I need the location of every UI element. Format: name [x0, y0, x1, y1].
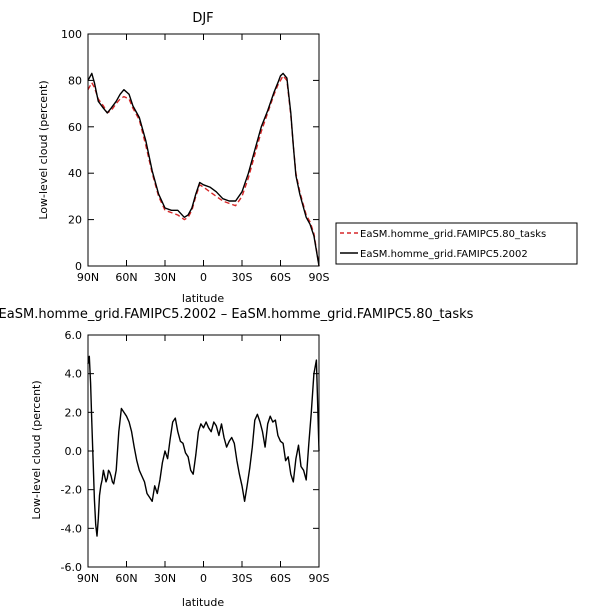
top-ytick-label: 80 — [68, 74, 82, 87]
bottom-xtick-label: 60S — [270, 572, 291, 585]
top-series-line-0 — [87, 75, 320, 267]
bottom-series-line-0 — [87, 355, 320, 537]
top-ytick-label: 20 — [68, 214, 82, 227]
top-xtick-label: 90S — [309, 271, 330, 284]
plot-frame-top — [87, 33, 320, 267]
top-series-line-1 — [87, 72, 320, 267]
top-xtick-label: 60S — [270, 271, 291, 284]
bottom-ytick-label: 2.0 — [65, 406, 83, 419]
top-xtick-label: 30N — [154, 271, 176, 284]
panel-difference: EaSM.homme_grid.FAMIPC5.2002 – EaSM.homm… — [0, 307, 474, 609]
legend: EaSM.homme_grid.FAMIPC5.80_tasks EaSM.ho… — [335, 222, 578, 265]
bottom-ytick-label: 0.0 — [65, 445, 83, 458]
top-xtick-label: 60N — [115, 271, 137, 284]
bottom-xtick-label: 0 — [200, 572, 207, 585]
bottom-ytick-label: -2.0 — [61, 484, 82, 497]
title-djf: DJF — [192, 11, 213, 26]
bottom-xtick-label: 30N — [154, 572, 176, 585]
top-xtick-label: 0 — [200, 271, 207, 284]
ylabel-top: Low-level cloud (percent) — [37, 80, 50, 219]
ylabel-bottom: Low-level cloud (percent) — [30, 380, 43, 519]
legend-box — [335, 222, 578, 265]
bottom-xtick-label: 90S — [309, 572, 330, 585]
bottom-ytick-label: -4.0 — [61, 522, 82, 535]
top-ytick-label: 40 — [68, 167, 82, 180]
xlabel-bottom: latitude — [182, 596, 224, 609]
bottom-xtick-label: 30S — [232, 572, 253, 585]
bottom-ytick-label: 4.0 — [65, 368, 83, 381]
bottom-xtick-label: 90N — [77, 572, 99, 585]
xlabel-top: latitude — [182, 292, 224, 305]
panel-djf: DJF latitude Low-level cloud (percent) 9… — [37, 11, 330, 305]
legend-label-2002: EaSM.homme_grid.FAMIPC5.2002 — [360, 249, 528, 260]
legend-label-80-tasks: EaSM.homme_grid.FAMIPC5.80_tasks — [360, 229, 546, 240]
top-xtick-label: 90N — [77, 271, 99, 284]
top-ytick-label: 100 — [61, 28, 82, 41]
top-xtick-label: 30S — [232, 271, 253, 284]
plot-frame-bottom — [87, 334, 320, 568]
top-ytick-label: 60 — [68, 121, 82, 134]
bottom-xtick-label: 60N — [115, 572, 137, 585]
bottom-ytick-label: 6.0 — [65, 329, 83, 342]
top-ytick-label: 0 — [75, 260, 82, 273]
title-difference: EaSM.homme_grid.FAMIPC5.2002 – EaSM.homm… — [0, 307, 474, 322]
bottom-ytick-label: -6.0 — [61, 561, 82, 574]
